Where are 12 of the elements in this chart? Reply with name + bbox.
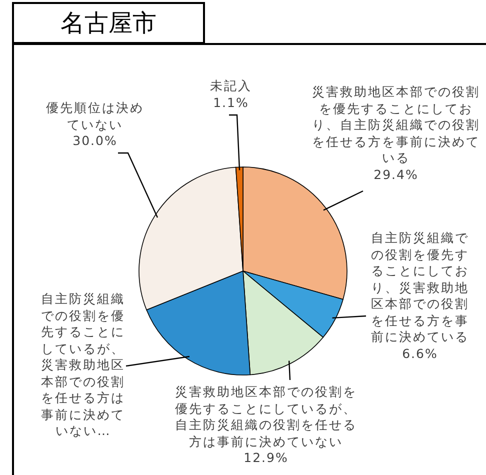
data-label: 6.6% [401, 346, 439, 362]
chart-title: 名古屋市 [12, 2, 205, 44]
slice-label: 自主防災組織での役割を優先することにしており、災害救助地区本部での役割を任せる方を事前に決めている [370, 230, 470, 346]
data-label: 30.0% [72, 133, 118, 150]
data-label: 1.1% [212, 94, 250, 111]
slice-label: 災害救助地区本部での役割を優先することにしているが、自主防災組織の役割を任せる方は事前に決めていない [174, 384, 358, 450]
slice-label: 優先順位は決めていない [45, 100, 145, 133]
data-label: 29.4% [372, 166, 420, 183]
category-label: 自主防災組織での役割を優先することにしているが、災害救助地区本部での役割を任せる方は事前に決めていない… [41, 291, 125, 438]
data-label: 12.9% [242, 450, 290, 466]
slice-label: 災害救助地区本部での役割を優先することにしており、自主防災組織での役割を任せる方を事前に決めている [311, 84, 481, 166]
slice-label: 未記入 [209, 78, 253, 94]
